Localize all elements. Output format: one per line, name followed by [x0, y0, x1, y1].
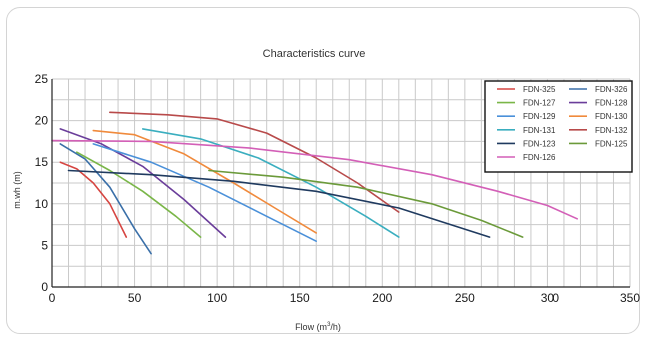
series-line-fdn-127 — [76, 151, 202, 238]
y-tick-label: 0 — [41, 280, 48, 294]
legend-label: FDN-127 — [523, 99, 556, 108]
legend-label: FDN-126 — [523, 153, 556, 162]
x-tick-label: 350 — [620, 291, 640, 305]
series-line-fdn-326 — [59, 143, 152, 255]
series-line-fdn-129 — [92, 143, 317, 242]
series-line-fdn-126 — [51, 139, 578, 220]
y-tick-label: 5 — [41, 238, 48, 252]
x-tick-label: 150 — [290, 291, 310, 305]
legend-label: FDN-128 — [595, 99, 628, 108]
y-axis-label: m.wh (m) — [12, 171, 22, 209]
legend-label: FDN-129 — [523, 112, 556, 121]
y-tick-label: 10 — [35, 197, 49, 211]
series-lines — [51, 111, 578, 255]
x-tick-label: 200 — [372, 291, 392, 305]
x-tick-label: 50 — [128, 291, 142, 305]
legend-label: FDN-123 — [523, 139, 556, 148]
legend-label: FDN-131 — [523, 126, 556, 135]
chart-legend: FDN-325 FDN-326 FDN-127 FDN-128 FDN-129 FDN-1… — [484, 80, 633, 173]
legend-label: FDN-325 — [523, 85, 556, 94]
x-tick-label: 0 — [49, 291, 56, 305]
series-line-fdn-128 — [59, 128, 227, 238]
y-tick-label: 20 — [35, 114, 49, 128]
series-line-fdn-325 — [59, 161, 128, 238]
y-tick-label: 25 — [35, 72, 49, 86]
chart-title: Characteristics curve — [263, 48, 366, 60]
legend-label: FDN-125 — [595, 139, 628, 148]
series-line-fdn-123 — [67, 169, 491, 238]
legend-label: FDN-130 — [595, 112, 628, 121]
series-line-fdn-130 — [92, 129, 317, 234]
series-line-fdn-132 — [109, 111, 400, 213]
x-tick-label: 0 — [552, 291, 559, 305]
series-line-fdn-125 — [208, 169, 524, 238]
y-tick-label: 15 — [35, 155, 49, 169]
x-tick-label: 250 — [455, 291, 475, 305]
x-tick-label: 30 — [541, 291, 555, 305]
x-axis-label: Flow (m3/h) — [295, 322, 341, 332]
x-tick-label: 100 — [207, 291, 227, 305]
series-line-fdn-131 — [142, 128, 400, 238]
legend-label: FDN-326 — [595, 85, 628, 94]
legend-label: FDN-132 — [595, 126, 628, 135]
